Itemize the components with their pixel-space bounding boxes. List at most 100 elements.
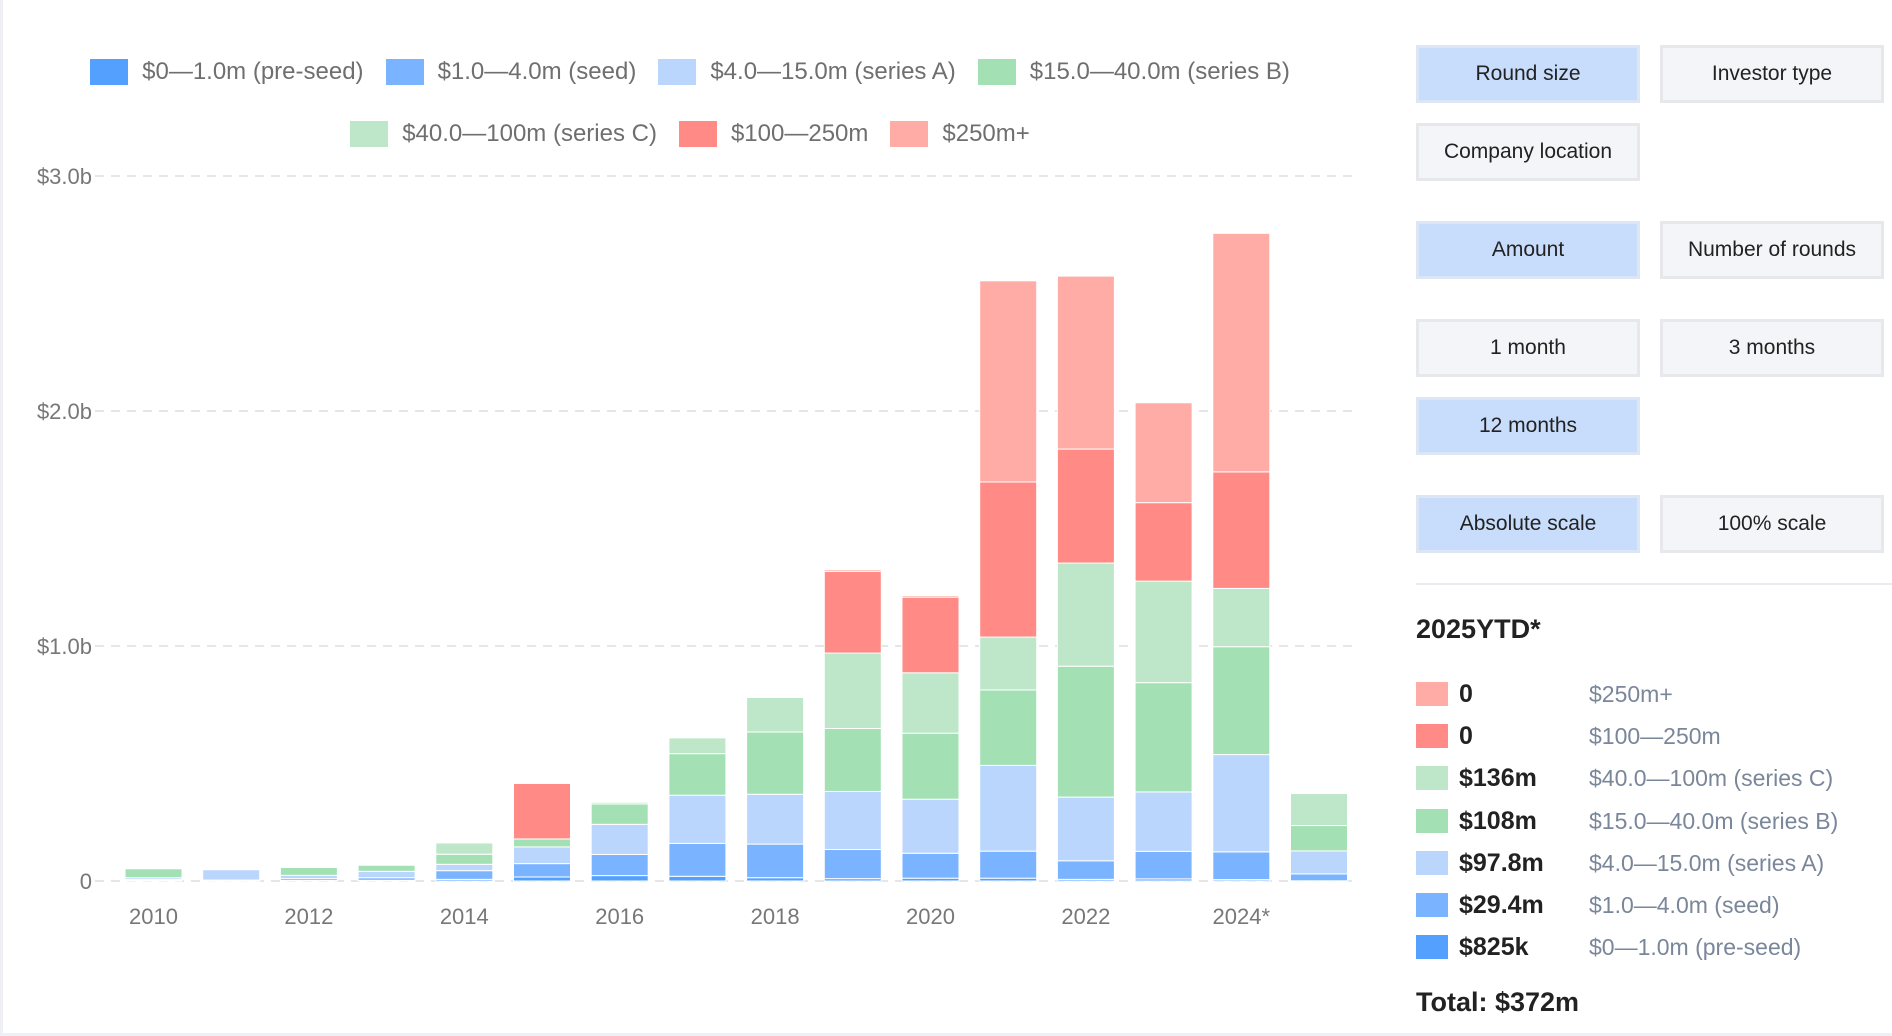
investor-type-button[interactable]: Investor type (1660, 45, 1884, 103)
bar-segment-seriesA[interactable] (435, 863, 494, 872)
number-of-rounds-button[interactable]: Number of rounds (1660, 221, 1884, 279)
bar-segment-seed[interactable] (901, 852, 960, 879)
bar-segment-seriesC[interactable] (590, 801, 649, 805)
bar-segment-seriesA[interactable] (1056, 796, 1115, 862)
legend-item-seriesB[interactable]: $15.0—40.0m (series B) (977, 58, 1290, 86)
bar-segment-seed[interactable] (1290, 873, 1348, 882)
bar-segment-seriesC[interactable] (823, 652, 882, 729)
bar-segment-seriesB[interactable] (823, 727, 882, 792)
bar-segment-seriesB[interactable] (357, 864, 416, 872)
bar-segment-seed[interactable] (1212, 851, 1271, 881)
bar-segment-seed[interactable] (1134, 850, 1193, 880)
bar-segment-r250plus[interactable] (979, 280, 1038, 483)
bar-segment-seriesB[interactable] (746, 731, 805, 795)
bar-2025YTD*[interactable] (1290, 793, 1348, 882)
bar-segment-seriesA[interactable] (1134, 791, 1193, 852)
bar-segment-r250plus[interactable] (1134, 402, 1193, 504)
bar-2022[interactable] (1056, 275, 1115, 882)
company-location-button[interactable]: Company location (1416, 123, 1640, 181)
bar-segment-seriesA[interactable] (1212, 754, 1271, 853)
bar-segment-r100_250[interactable] (1134, 502, 1193, 582)
bar-segment-seriesB[interactable] (979, 689, 1038, 766)
legend-item-seriesC[interactable]: $40.0—100m (series C) (350, 120, 657, 148)
bar-2010[interactable] (124, 868, 183, 882)
absolute-scale-button[interactable]: Absolute scale (1416, 495, 1640, 553)
bar-segment-seed[interactable] (590, 853, 649, 877)
legend-item-r250plus[interactable]: $250m+ (890, 120, 1030, 148)
bar-segment-seed[interactable] (513, 863, 571, 878)
bar-segment-seriesB[interactable] (1134, 682, 1193, 793)
bar-segment-r100_250[interactable] (901, 596, 960, 674)
bar-segment-seriesC[interactable] (435, 842, 494, 855)
bar-2020[interactable] (901, 594, 960, 882)
bar-segment-seriesB[interactable] (901, 732, 960, 800)
bar-segment-seed[interactable] (979, 850, 1038, 879)
bar-segment-r250plus[interactable] (901, 594, 960, 598)
bar-segment-preseed[interactable] (513, 876, 571, 882)
12-months-button[interactable]: 12 months (1416, 397, 1640, 455)
bar-segment-seriesB[interactable] (590, 803, 649, 825)
bar-segment-seriesC[interactable] (1212, 587, 1271, 648)
bar-segment-seriesC[interactable] (1056, 562, 1115, 667)
bar-segment-r100_250[interactable] (513, 782, 571, 840)
bar-segment-seriesB[interactable] (1056, 665, 1115, 798)
bar-2018[interactable] (746, 696, 805, 882)
legend-item-r100_250[interactable]: $100—250m (678, 120, 868, 148)
amount-button[interactable]: Amount (1416, 221, 1640, 279)
legend-item-seed[interactable]: $1.0—4.0m (seed) (385, 58, 636, 86)
bar-segment-seriesA[interactable] (668, 794, 727, 844)
100-percent-scale-button[interactable]: 100% scale (1660, 495, 1884, 553)
bar-segment-seriesB[interactable] (668, 753, 727, 796)
bar-segment-r250plus[interactable] (1056, 275, 1115, 450)
bar-2021[interactable] (979, 280, 1038, 882)
bar-segment-seriesA[interactable] (979, 764, 1038, 852)
bar-2019[interactable] (823, 569, 882, 882)
bar-segment-seriesB[interactable] (279, 866, 338, 876)
bar-segment-seed[interactable] (823, 849, 882, 880)
bar-segment-r100_250[interactable] (1056, 448, 1115, 564)
bar-2015[interactable] (513, 782, 571, 882)
bar-segment-seriesA[interactable] (746, 793, 805, 845)
bar-segment-seriesB[interactable] (124, 868, 183, 879)
bar-segment-seriesC[interactable] (979, 636, 1038, 691)
bar-segment-seriesA[interactable] (513, 846, 571, 865)
bar-segment-seriesA[interactable] (202, 869, 261, 881)
legend-item-preseed[interactable]: $0—1.0m (pre-seed) (90, 58, 364, 86)
bar-segment-seed[interactable] (668, 842, 727, 877)
bar-2013[interactable] (357, 864, 416, 882)
bar-segment-seriesB[interactable] (513, 838, 571, 848)
bar-segment-preseed[interactable] (668, 875, 727, 882)
bar-segment-seriesC[interactable] (668, 737, 727, 755)
1-month-button[interactable]: 1 month (1416, 319, 1640, 377)
bar-segment-seriesC[interactable] (279, 865, 338, 868)
bar-segment-seriesA[interactable] (1290, 850, 1348, 875)
bar-segment-r250plus[interactable] (1212, 232, 1271, 473)
bar-segment-seriesB[interactable] (1212, 646, 1271, 756)
bar-segment-seriesB[interactable] (1290, 825, 1348, 852)
bar-2012[interactable] (279, 865, 338, 882)
bar-segment-seriesB[interactable] (435, 853, 494, 865)
bar-2024*[interactable] (1212, 232, 1271, 882)
bar-2017[interactable] (668, 737, 727, 882)
bar-segment-seriesA[interactable] (901, 798, 960, 854)
bar-segment-seed[interactable] (1056, 860, 1115, 880)
bar-segment-seriesC[interactable] (746, 696, 805, 733)
legend-item-seriesA[interactable]: $4.0—15.0m (series A) (658, 58, 956, 86)
bar-segment-seriesC[interactable] (1290, 793, 1348, 827)
bar-segment-r100_250[interactable] (823, 570, 882, 654)
bar-segment-seed[interactable] (435, 870, 494, 880)
bar-segment-seriesC[interactable] (901, 672, 960, 734)
bar-segment-preseed[interactable] (590, 875, 649, 882)
bar-segment-seed[interactable] (746, 843, 805, 879)
3-months-button[interactable]: 3 months (1660, 319, 1884, 377)
bar-2016[interactable] (590, 801, 649, 882)
bar-segment-seriesC[interactable] (1134, 580, 1193, 684)
bar-segment-seriesA[interactable] (590, 823, 649, 855)
bar-2023[interactable] (1134, 402, 1193, 882)
bar-segment-r250plus[interactable] (823, 569, 882, 572)
bar-2011[interactable] (202, 869, 261, 882)
bar-segment-r100_250[interactable] (979, 481, 1038, 638)
bar-2014[interactable] (435, 842, 494, 882)
bar-segment-seriesA[interactable] (357, 870, 416, 879)
bar-segment-seriesA[interactable] (823, 790, 882, 851)
